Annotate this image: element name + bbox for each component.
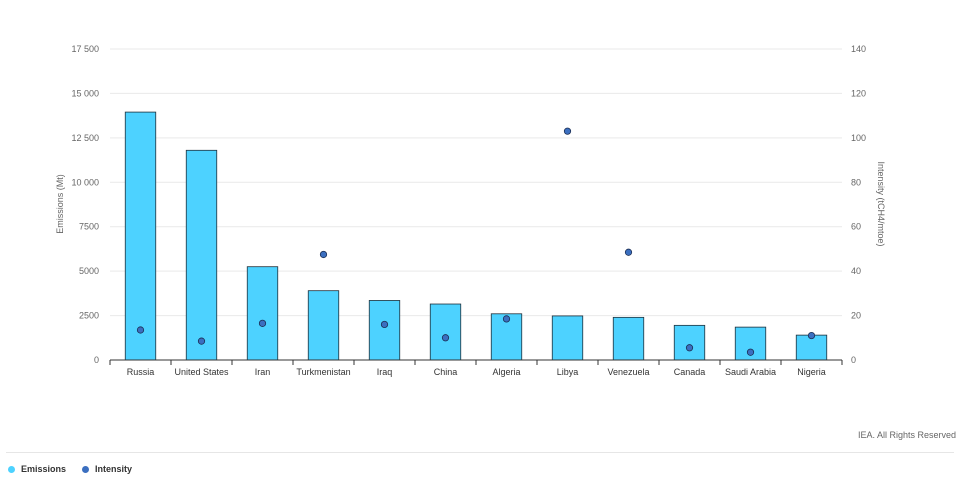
point-united-states — [197, 337, 206, 345]
x-tick-label: China — [434, 367, 458, 377]
y-tick-label-right: 20 — [851, 311, 861, 321]
bar-iran — [246, 266, 279, 361]
point-iran — [258, 319, 267, 327]
bar-russia — [124, 111, 157, 361]
y-tick-label-left: 0 — [94, 355, 99, 365]
bar-nigeria — [795, 334, 828, 361]
legend-item-emissions[interactable]: Emissions — [8, 464, 66, 474]
divider — [6, 452, 954, 453]
y-tick-label-right: 60 — [851, 222, 861, 232]
y-tick-label-right: 0 — [851, 355, 856, 365]
y-tick-label-left: 15 000 — [71, 88, 99, 98]
legend-label-emissions: Emissions — [21, 464, 67, 474]
point-china — [441, 334, 450, 342]
point-canada — [685, 344, 694, 352]
bar-turkmenistan — [307, 290, 340, 361]
x-tick-label: Canada — [674, 367, 706, 377]
point-russia — [136, 326, 145, 334]
bar-venezuela — [612, 316, 645, 361]
y-tick-label-right: 40 — [851, 266, 861, 276]
y-tick-label-right: 80 — [851, 177, 861, 187]
x-tick-label: Venezuela — [607, 367, 649, 377]
y-tick-label-right: 100 — [851, 133, 866, 143]
y-tick-label-right: 140 — [851, 44, 866, 54]
point-turkmenistan — [319, 250, 328, 259]
legend-label-intensity: Intensity — [95, 464, 133, 474]
x-tick-label: Nigeria — [797, 367, 826, 377]
y-tick-label-right: 120 — [851, 88, 866, 98]
y-tick-label-left: 2500 — [79, 311, 99, 321]
combo-chart: 0 2500 5000 7500 10 000 12 500 15 000 17 500 0 20… — [55, 44, 886, 377]
emissions-swatch-icon — [8, 465, 15, 473]
bar-libya — [551, 315, 584, 361]
y-tick-label-left: 7500 — [79, 222, 99, 232]
bar-united-states — [185, 149, 218, 361]
bars — [124, 111, 828, 361]
points — [136, 127, 816, 356]
bar-iraq — [368, 300, 401, 361]
bar-canada — [673, 324, 706, 361]
y-tick-label-left: 5000 — [79, 266, 99, 276]
y-tick-label-left: 10 000 — [71, 177, 99, 187]
point-iraq — [380, 320, 389, 329]
point-libya — [563, 127, 572, 135]
point-venezuela — [624, 248, 633, 256]
y-axis-left-label: Emissions (Mt) — [55, 174, 65, 234]
point-algeria — [502, 315, 511, 323]
intensity-swatch-icon — [82, 465, 90, 473]
bar-china — [429, 303, 462, 361]
x-tick-label: Iraq — [377, 367, 393, 377]
x-tick-label: Iran — [255, 367, 271, 377]
y-tick-label-left: 17 500 — [71, 44, 99, 54]
axes: 0 2500 5000 7500 10 000 12 500 15 000 17 500 0 20… — [71, 44, 866, 377]
x-tick-label: Russia — [127, 367, 155, 377]
legend-item-intensity[interactable]: Intensity — [82, 464, 132, 474]
x-tick-label: Algeria — [492, 367, 520, 377]
y-axis-right-label: Intensity (tCH4/mtoe) — [876, 161, 886, 246]
legend: Emissions Intensity — [8, 464, 132, 474]
x-tick-label: Saudi Arabia — [725, 367, 776, 377]
x-tick-label: Libya — [557, 367, 579, 377]
x-tick-label: Turkmenistan — [296, 367, 350, 377]
point-saudi-arabia — [746, 348, 755, 356]
grid — [110, 48, 842, 317]
credit-text: IEA. All Rights Reserved — [857, 430, 956, 440]
x-tick-label: United States — [174, 367, 229, 377]
y-tick-label-left: 12 500 — [71, 133, 99, 143]
point-nigeria — [807, 331, 816, 340]
